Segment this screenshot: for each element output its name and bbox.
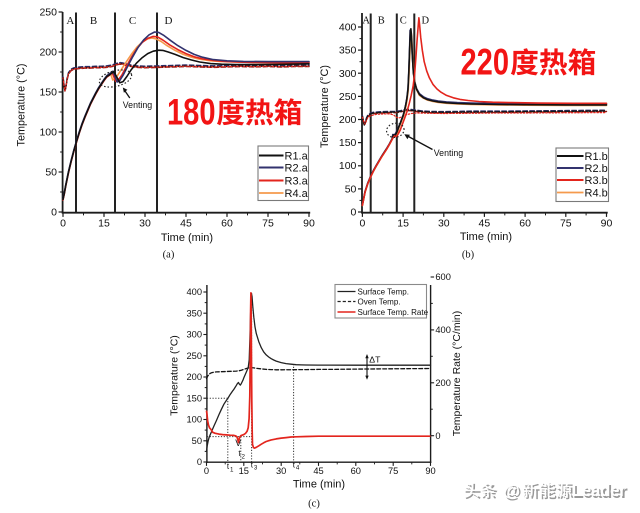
svg-text:350: 350 [339, 45, 357, 57]
svg-text:75: 75 [388, 466, 398, 476]
svg-text:50: 50 [192, 436, 202, 446]
svg-text:(c): (c) [308, 499, 320, 510]
svg-text:C: C [129, 15, 136, 27]
svg-text:1: 1 [230, 466, 234, 473]
svg-text:250: 250 [186, 351, 202, 361]
svg-text:R3.a: R3.a [285, 176, 309, 188]
svg-text:50: 50 [45, 167, 57, 179]
svg-text:400: 400 [339, 22, 357, 34]
svg-text:Time (min): Time (min) [460, 231, 512, 243]
svg-text:B: B [90, 15, 97, 27]
svg-text:Time (min): Time (min) [293, 479, 345, 491]
svg-text:Oven Temp.: Oven Temp. [358, 298, 401, 307]
svg-text:Venting: Venting [434, 148, 463, 158]
svg-text:R3.b: R3.b [585, 175, 608, 187]
svg-text:t: t [293, 460, 296, 469]
svg-text:2: 2 [242, 454, 246, 461]
svg-text:R2.a: R2.a [285, 163, 309, 175]
svg-text:50: 50 [345, 183, 357, 195]
svg-text:Temperature (°C): Temperature (°C) [169, 335, 181, 416]
svg-text:45: 45 [313, 466, 323, 476]
svg-text:0: 0 [197, 457, 202, 467]
svg-text:(a): (a) [163, 250, 175, 261]
svg-text:t: t [227, 462, 230, 471]
svg-text:60: 60 [519, 218, 531, 230]
svg-text:ΔT: ΔT [369, 355, 381, 365]
svg-text:75: 75 [560, 218, 572, 230]
svg-text:150: 150 [39, 87, 57, 99]
svg-text:Leader: Leader [572, 480, 627, 500]
svg-text:R2.b: R2.b [585, 163, 608, 175]
svg-text:300: 300 [186, 330, 202, 340]
svg-text:15: 15 [397, 218, 409, 230]
svg-text:45: 45 [180, 218, 192, 230]
svg-text:200: 200 [435, 378, 451, 388]
svg-text:A: A [66, 15, 74, 27]
svg-text:180: 180 [167, 91, 216, 132]
svg-text:150: 150 [339, 137, 357, 149]
svg-text:200: 200 [39, 47, 57, 59]
svg-text:t: t [251, 460, 254, 469]
svg-text:Surface Temp.: Surface Temp. [358, 288, 409, 297]
svg-text:15: 15 [239, 466, 249, 476]
svg-text:200: 200 [339, 114, 357, 126]
svg-text:V: V [235, 438, 241, 448]
svg-text:Temperature Rate (°C/min): Temperature Rate (°C/min) [451, 311, 463, 437]
svg-text:30: 30 [438, 218, 450, 230]
svg-text:Time (min): Time (min) [161, 232, 213, 244]
svg-text:220: 220 [461, 41, 510, 82]
svg-text:t: t [238, 449, 241, 458]
svg-text:R4.a: R4.a [285, 188, 309, 200]
svg-text:Venting: Venting [123, 100, 152, 110]
svg-text:4: 4 [296, 465, 300, 472]
svg-text:0: 0 [359, 218, 365, 230]
svg-text:75: 75 [262, 218, 274, 230]
svg-text:D: D [422, 16, 430, 27]
svg-text:Temperature (°C): Temperature (°C) [319, 65, 331, 148]
svg-text:R1.b: R1.b [585, 151, 608, 163]
svg-text:@: @ [503, 480, 520, 500]
svg-text:15: 15 [98, 218, 110, 230]
svg-text:60: 60 [351, 466, 361, 476]
svg-text:250: 250 [339, 91, 357, 103]
svg-text:0: 0 [351, 207, 357, 219]
svg-text:200: 200 [186, 372, 202, 382]
svg-text:100: 100 [339, 160, 357, 172]
svg-text:150: 150 [186, 393, 202, 403]
svg-text:400: 400 [435, 325, 451, 335]
svg-text:60: 60 [221, 218, 233, 230]
svg-text:90: 90 [425, 466, 435, 476]
svg-text:R1.a: R1.a [285, 151, 309, 163]
svg-text:Surface Temp. Rate: Surface Temp. Rate [358, 308, 429, 317]
svg-text:0: 0 [435, 431, 440, 441]
svg-text:300: 300 [339, 68, 357, 80]
svg-text:C: C [400, 16, 407, 27]
svg-text:R4.b: R4.b [585, 188, 608, 200]
svg-text:600: 600 [435, 272, 451, 282]
svg-text:100: 100 [186, 415, 202, 425]
svg-text:D: D [165, 15, 173, 27]
svg-text:@: @ [505, 482, 522, 502]
svg-text:A: A [362, 16, 370, 27]
svg-text:250: 250 [39, 7, 57, 19]
svg-text:3: 3 [254, 465, 258, 472]
svg-text:45: 45 [479, 218, 491, 230]
svg-text:100: 100 [39, 127, 57, 139]
svg-text:350: 350 [186, 308, 202, 318]
svg-text:0: 0 [51, 207, 57, 219]
svg-text:90: 90 [303, 218, 315, 230]
svg-text:Temperature (°C): Temperature (°C) [16, 64, 28, 147]
svg-text:(b): (b) [462, 250, 475, 261]
svg-text:Leader: Leader [573, 482, 628, 502]
svg-text:400: 400 [186, 287, 202, 297]
svg-text:0: 0 [204, 466, 209, 476]
svg-text:B: B [378, 16, 385, 27]
svg-text:90: 90 [601, 218, 613, 230]
svg-text:30: 30 [276, 466, 286, 476]
svg-text:0: 0 [60, 218, 66, 230]
svg-text:30: 30 [139, 218, 151, 230]
